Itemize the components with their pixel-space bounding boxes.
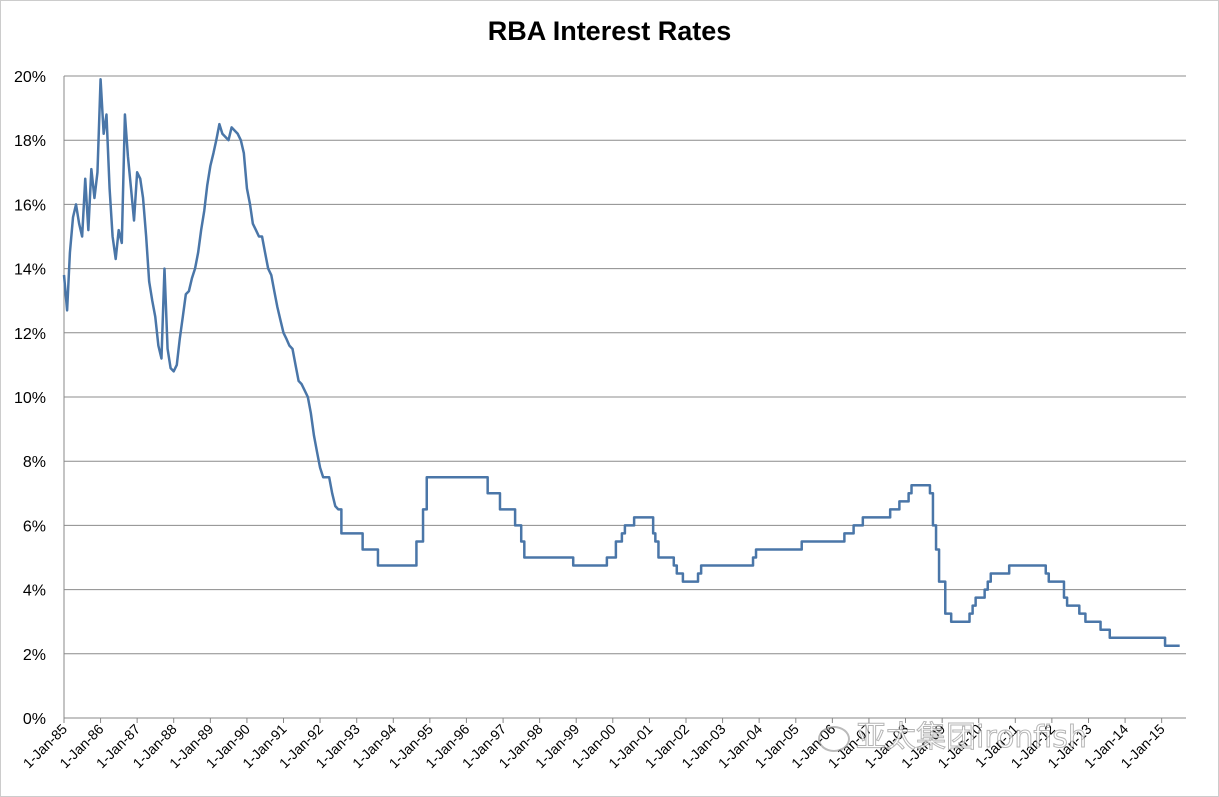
y-tick-label: 14%: [14, 262, 46, 279]
y-tick-label: 20%: [14, 69, 46, 86]
watermark: 亚太集团ironfish: [818, 712, 1198, 756]
y-tick-label: 0%: [23, 711, 46, 728]
y-axis-tick-labels: 0% 2% 4% 6% 8% 10% 12% 14% 16% 18% 20%: [14, 69, 46, 728]
y-tick-label: 2%: [23, 647, 46, 664]
y-tick-label: 4%: [23, 583, 46, 600]
watermark-text: 亚太集团ironfish: [856, 720, 1088, 756]
series-group: [62, 77, 1180, 648]
chart-title: RBA Interest Rates: [487, 16, 732, 46]
y-tick-label: 8%: [23, 454, 46, 471]
y-tick-label: 10%: [14, 390, 46, 407]
y-tick-label: 12%: [14, 326, 46, 343]
series-line: [62, 77, 1180, 648]
y-tick-label: 18%: [14, 133, 46, 150]
wechat-logo-icon: [818, 725, 850, 752]
y-tick-label: 6%: [23, 518, 46, 535]
y-tick-label: 16%: [14, 197, 46, 214]
